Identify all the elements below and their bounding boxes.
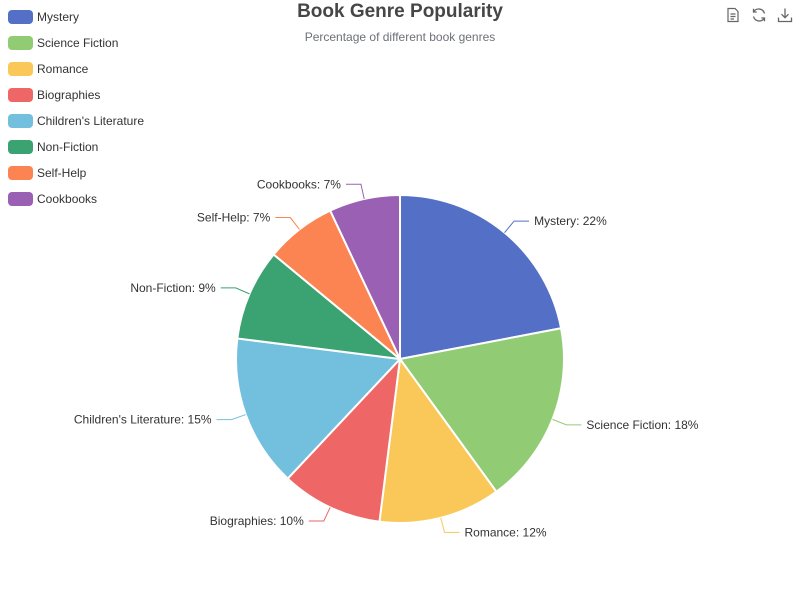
legend-swatch — [8, 62, 33, 76]
label-line-non-fiction — [220, 287, 250, 295]
legend-item-science-fiction[interactable]: Science Fiction — [8, 30, 144, 56]
legend-label: Children's Literature — [37, 114, 145, 128]
label-line-biographies — [308, 507, 331, 522]
slice-label-self-help: Self-Help: 7% — [197, 211, 271, 225]
toolbox — [718, 4, 796, 26]
legend-label: Science Fiction — [37, 36, 119, 50]
label-line-children-s-literature — [216, 414, 246, 421]
data-view-icon[interactable] — [722, 4, 744, 26]
label-line-science-fiction — [552, 418, 582, 426]
slice-label-romance: Romance: 12% — [465, 525, 547, 539]
refresh-icon[interactable] — [748, 4, 770, 26]
slice-label-biographies: Biographies: 10% — [210, 514, 304, 528]
legend-item-biographies[interactable]: Biographies — [8, 82, 144, 108]
slice-label-cookbooks: Cookbooks: 7% — [257, 177, 341, 191]
legend-item-cookbooks[interactable]: Cookbooks — [8, 186, 144, 212]
legend-swatch — [8, 10, 33, 24]
legend-label: Romance — [37, 62, 89, 76]
legend-swatch — [8, 140, 33, 154]
legend-label: Biographies — [37, 88, 101, 102]
legend-label: Cookbooks — [37, 192, 98, 206]
legend-item-non-fiction[interactable]: Non-Fiction — [8, 134, 144, 160]
label-line-romance — [440, 517, 460, 533]
legend: Mystery Science Fiction Romance Biographies… — [8, 4, 144, 212]
legend-swatch — [8, 166, 33, 180]
pie-slice-cookbooks[interactable] — [329, 194, 401, 360]
label-line-mystery — [504, 220, 530, 233]
legend-label: Self-Help — [37, 166, 87, 180]
slice-label-non-fiction: Non-Fiction: 9% — [130, 281, 216, 295]
legend-swatch — [8, 114, 33, 128]
chart-subtitle: Percentage of different book genres — [304, 30, 496, 44]
pie-slice-non-fiction[interactable] — [236, 253, 401, 360]
download-icon[interactable] — [774, 4, 796, 26]
legend-swatch — [8, 192, 33, 206]
legend-item-mystery[interactable]: Mystery — [8, 4, 144, 30]
label-line-self-help — [275, 217, 300, 230]
legend-swatch — [8, 88, 33, 102]
slice-label-mystery: Mystery: 22% — [534, 214, 607, 228]
slice-label-science-fiction: Science Fiction: 18% — [586, 418, 698, 432]
legend-item-self-help[interactable]: Self-Help — [8, 160, 144, 186]
legend-item-romance[interactable]: Romance — [8, 56, 144, 82]
legend-label: Mystery — [37, 10, 79, 24]
chart-title: Book Genre Popularity — [297, 1, 503, 22]
pie-slice-children-s-literature[interactable] — [235, 337, 401, 480]
label-line-cookbooks — [345, 183, 365, 200]
legend-item-children-s-literature[interactable]: Children's Literature — [8, 108, 144, 134]
legend-label: Non-Fiction — [37, 140, 99, 154]
legend-swatch — [8, 36, 33, 50]
slice-label-children-s-literature: Children's Literature: 15% — [74, 413, 212, 427]
